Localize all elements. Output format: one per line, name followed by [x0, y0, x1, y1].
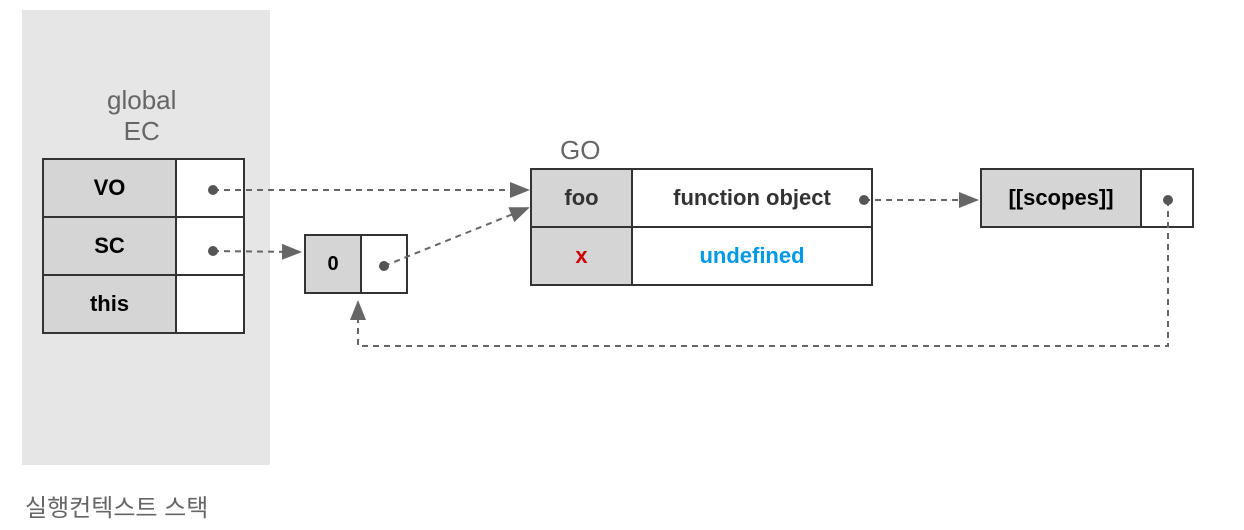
- go-row: xundefined: [532, 228, 877, 286]
- ec-row: SC: [44, 218, 249, 276]
- zero-box: 0: [306, 236, 408, 294]
- ec-row: this: [44, 276, 249, 334]
- go-key: x: [530, 226, 633, 286]
- go-key: foo: [530, 168, 633, 228]
- ec-box: VOSCthis: [44, 160, 249, 334]
- ec-row: VO: [44, 160, 249, 218]
- ec-title: global EC: [107, 85, 176, 147]
- go-box: foofunction objectxundefined: [532, 170, 877, 286]
- stack-label: 실행컨텍스트 스택: [25, 488, 208, 523]
- go-val: undefined: [631, 226, 873, 286]
- go-title: GO: [560, 135, 600, 166]
- ec-key: SC: [42, 216, 177, 276]
- go-val: function object: [631, 168, 873, 228]
- go-row: foofunction object: [532, 170, 877, 228]
- ec-ptr: [175, 216, 245, 276]
- ec-key: this: [42, 274, 177, 334]
- zero-key: 0: [304, 234, 362, 294]
- scopes-key: [[scopes]]: [980, 168, 1142, 228]
- ec-ptr: [175, 158, 245, 218]
- scopes-ptr: [1140, 168, 1194, 228]
- ec-key: VO: [42, 158, 177, 218]
- scopes-box: [[scopes]]: [982, 170, 1194, 228]
- ec-ptr: [175, 274, 245, 334]
- zero-ptr: [360, 234, 408, 294]
